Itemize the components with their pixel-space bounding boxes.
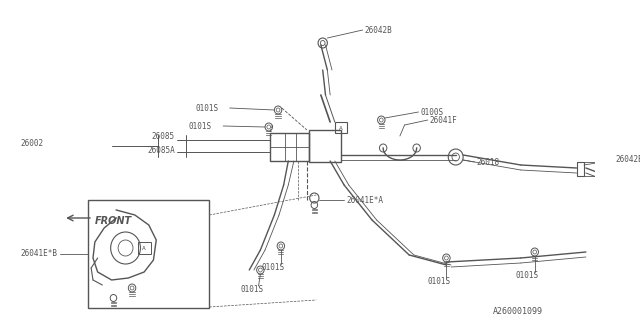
- Text: A: A: [142, 245, 146, 251]
- Text: 0101S: 0101S: [241, 285, 264, 294]
- Text: 26085A: 26085A: [147, 146, 175, 155]
- Text: 26041F: 26041F: [429, 116, 458, 124]
- Text: 0101S: 0101S: [195, 103, 218, 113]
- Bar: [308, 130, 341, 162]
- Text: 26042B: 26042B: [616, 155, 640, 164]
- Bar: [269, 133, 308, 161]
- Bar: [335, 122, 347, 133]
- Text: 26042B: 26042B: [365, 26, 392, 35]
- Bar: [577, 162, 584, 176]
- Text: 26041E*B: 26041E*B: [20, 250, 58, 259]
- Text: 0101S: 0101S: [189, 122, 212, 131]
- Text: A260001099: A260001099: [493, 308, 543, 316]
- Bar: [88, 200, 209, 308]
- Text: 26018: 26018: [476, 157, 499, 166]
- Text: 0101S: 0101S: [428, 277, 451, 286]
- Text: 0101S: 0101S: [516, 271, 539, 281]
- Text: A: A: [339, 125, 342, 131]
- Text: 26041E*A: 26041E*A: [346, 196, 383, 204]
- Bar: [138, 242, 150, 254]
- Text: 0101S: 0101S: [262, 263, 285, 273]
- Text: FRONT: FRONT: [95, 216, 132, 226]
- Text: 26002: 26002: [20, 139, 44, 148]
- Text: 26085: 26085: [152, 132, 175, 140]
- Text: 0100S: 0100S: [420, 108, 444, 116]
